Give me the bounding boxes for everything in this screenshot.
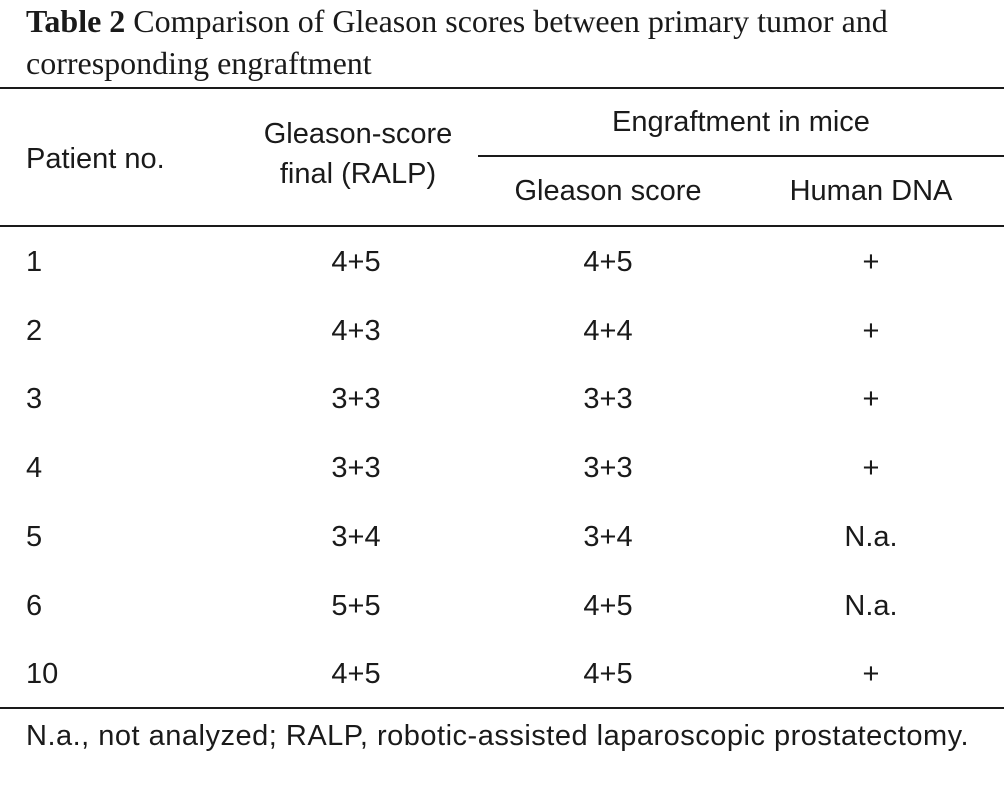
cell-patient: 10 — [26, 658, 59, 690]
header-bottom-rule — [0, 225, 1004, 227]
cell-patient: 4 — [26, 452, 43, 484]
cell-patient: 3 — [26, 383, 43, 415]
cell-engraftment-gleason: 3+4 — [583, 521, 633, 553]
cell-human-dna: + — [862, 383, 880, 415]
cell-gleason-final: 4+3 — [331, 315, 381, 347]
cell-human-dna: N.a. — [844, 590, 898, 622]
cell-patient: 2 — [26, 315, 43, 347]
header-sub-rule — [478, 155, 1004, 157]
cell-gleason-final: 3+3 — [331, 452, 381, 484]
cell-patient: 6 — [26, 590, 43, 622]
cell-gleason-final: 5+5 — [331, 590, 381, 622]
cell-gleason-final: 4+5 — [331, 658, 381, 690]
table-caption-text: Comparison of Gleason scores between pri… — [26, 3, 888, 81]
cell-patient: 5 — [26, 521, 43, 553]
cell-engraftment-gleason: 4+5 — [583, 590, 633, 622]
cell-human-dna: N.a. — [844, 521, 898, 553]
cell-gleason-final: 3+3 — [331, 383, 381, 415]
cell-gleason-final: 4+5 — [331, 246, 381, 278]
table-label: Table 2 — [26, 3, 126, 39]
header-gleason-final: Gleason-score final (RALP) — [228, 114, 488, 194]
cell-human-dna: + — [862, 315, 880, 347]
header-gleason-final-line1: Gleason-score — [263, 118, 453, 150]
table-bottom-rule — [0, 707, 1004, 709]
cell-engraftment-gleason: 4+5 — [583, 246, 633, 278]
cell-gleason-final: 3+4 — [331, 521, 381, 553]
cell-engraftment-gleason: 3+3 — [583, 383, 633, 415]
cell-human-dna: + — [862, 246, 880, 278]
cell-human-dna: + — [862, 658, 880, 690]
header-engraftment-gleason: Gleason score — [514, 175, 702, 207]
cell-engraftment-gleason: 4+4 — [583, 315, 633, 347]
cell-patient: 1 — [26, 246, 43, 278]
header-engraftment-group: Engraftment in mice — [612, 106, 870, 138]
header-patient-no: Patient no. — [26, 143, 165, 175]
header-gleason-final-line2: final (RALP) — [279, 158, 437, 190]
cell-engraftment-gleason: 4+5 — [583, 658, 633, 690]
table-caption: Table 2 Comparison of Gleason scores bet… — [26, 0, 996, 84]
table-footnote: N.a., not analyzed; RALP, robotic-assist… — [26, 720, 970, 752]
cell-engraftment-gleason: 3+3 — [583, 452, 633, 484]
header-human-dna: Human DNA — [789, 175, 953, 207]
cell-human-dna: + — [862, 452, 880, 484]
table-top-rule — [0, 87, 1004, 89]
